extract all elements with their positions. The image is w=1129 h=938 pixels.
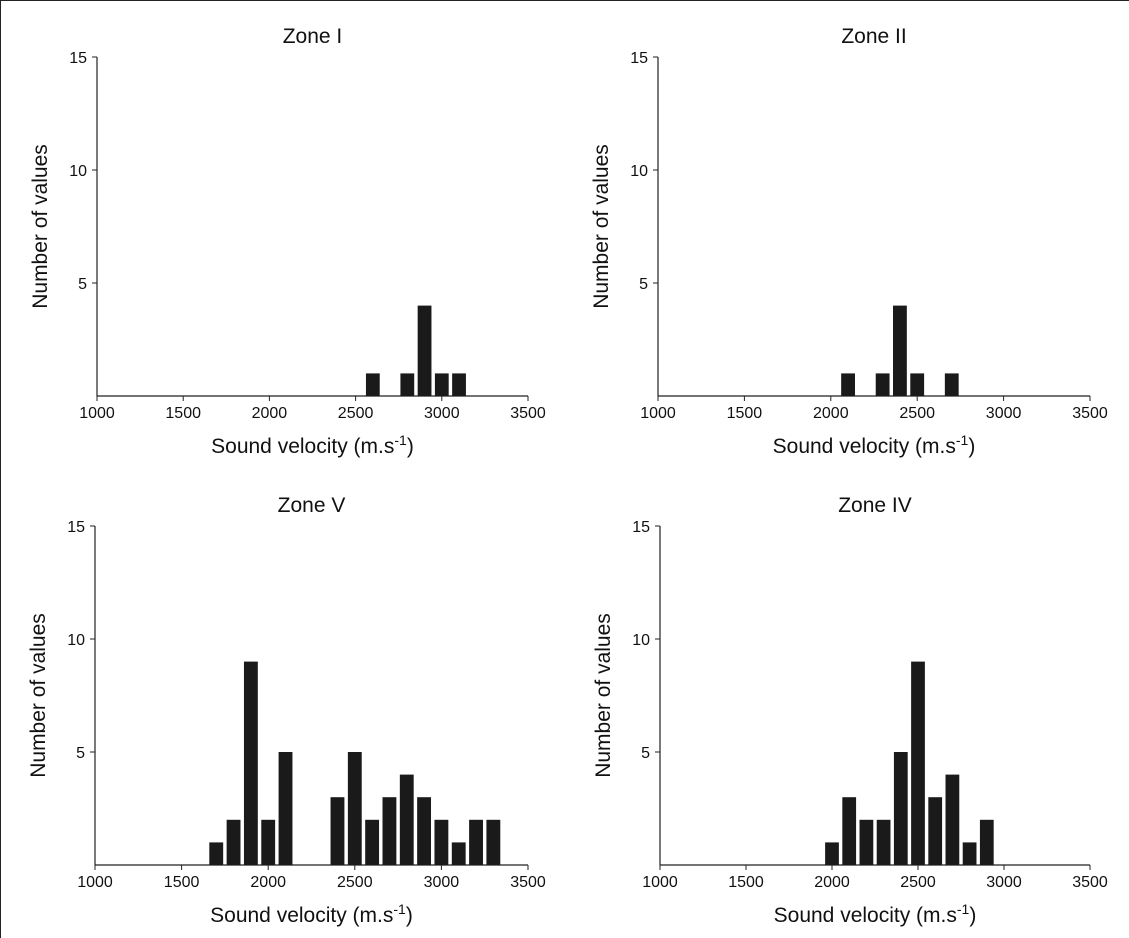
chart-title: Zone V bbox=[278, 494, 346, 517]
histogram-bar bbox=[944, 373, 959, 396]
y-tick-label: 15 bbox=[67, 519, 85, 536]
chart-panel-1: Zone I 5 10 15 1000 1500 2000 2500 3000 3500 Sound… bbox=[29, 25, 546, 458]
x-tick-label: 2000 bbox=[813, 405, 849, 422]
chart-title: Zone II bbox=[841, 25, 906, 48]
x-tick-label: 2500 bbox=[338, 405, 374, 422]
histogram-bar bbox=[842, 797, 857, 865]
histogram-bar bbox=[841, 373, 855, 396]
y-tick-label: 5 bbox=[641, 745, 650, 762]
histogram-bar bbox=[382, 797, 397, 865]
y-tick-label: 10 bbox=[630, 163, 648, 180]
histogram-bar bbox=[399, 774, 414, 865]
x-axis-label: Sound velocity (m.s-1) bbox=[211, 432, 414, 458]
y-tick-label: 10 bbox=[69, 163, 87, 180]
x-tick-label: 3500 bbox=[1072, 405, 1108, 422]
chart-title: Zone IV bbox=[838, 494, 912, 517]
histogram-bar bbox=[910, 373, 925, 396]
histogram-bar bbox=[365, 819, 380, 865]
histogram-bar bbox=[209, 842, 224, 865]
x-tick-label: 3500 bbox=[510, 874, 546, 891]
histogram-bar bbox=[417, 797, 432, 865]
histogram-bar bbox=[859, 819, 874, 865]
histogram-bar bbox=[226, 819, 241, 865]
x-tick-label: 2000 bbox=[250, 874, 286, 891]
chart-panel-3: Zone V 5 10 15 1000 1500 2000 2500 3000 3500 Sound… bbox=[27, 494, 546, 927]
y-axis-label: Number of values bbox=[27, 613, 50, 778]
histogram-bar bbox=[928, 797, 943, 865]
chart-panel-4: Zone IV 5 10 15 1000 1500 2000 2500 3000 3500 Soun… bbox=[592, 494, 1108, 927]
x-tick-label: 3000 bbox=[424, 874, 460, 891]
histogram-bar bbox=[469, 819, 483, 865]
y-tick-label: 10 bbox=[632, 632, 650, 649]
x-tick-label: 1000 bbox=[79, 405, 115, 422]
x-axis-label: Sound velocity (m.s-1) bbox=[210, 901, 413, 927]
histogram-bar bbox=[945, 774, 960, 865]
x-tick-label: 3500 bbox=[1072, 874, 1108, 891]
histogram-bar bbox=[243, 661, 258, 865]
histogram-bar bbox=[893, 305, 907, 396]
x-tick-label: 1500 bbox=[727, 405, 763, 422]
y-axis-label: Number of values bbox=[590, 144, 613, 309]
y-tick-label: 15 bbox=[630, 50, 648, 67]
y-axis-label: Number of values bbox=[29, 144, 52, 309]
y-tick-label: 5 bbox=[639, 276, 648, 293]
x-tick-label: 1500 bbox=[164, 874, 200, 891]
histogram-bar bbox=[875, 373, 890, 396]
histogram-bar bbox=[893, 752, 908, 865]
histogram-bar bbox=[486, 819, 501, 865]
x-axis-label: Sound velocity (m.s-1) bbox=[773, 432, 976, 458]
x-tick-label: 1000 bbox=[77, 874, 113, 891]
histogram-bar bbox=[400, 373, 415, 396]
histogram-bar bbox=[452, 373, 466, 396]
histogram-bar bbox=[451, 842, 466, 865]
histogram-bar bbox=[434, 819, 449, 865]
x-tick-label: 2000 bbox=[252, 405, 288, 422]
x-tick-label: 1000 bbox=[642, 874, 678, 891]
x-tick-label: 2500 bbox=[899, 405, 935, 422]
y-tick-label: 15 bbox=[632, 519, 650, 536]
x-tick-label: 3000 bbox=[424, 405, 460, 422]
histogram-bar bbox=[911, 661, 925, 865]
x-tick-label: 2500 bbox=[900, 874, 936, 891]
y-axis-label: Number of values bbox=[592, 613, 615, 778]
chart-panel-2: Zone II 5 10 15 1000 1500 2000 2500 3000 3500 Soun… bbox=[590, 25, 1108, 458]
histogram-bar bbox=[347, 752, 362, 865]
histogram-bar bbox=[278, 752, 293, 865]
histogram-bar bbox=[962, 842, 977, 865]
y-tick-label: 10 bbox=[67, 632, 85, 649]
x-tick-label: 3500 bbox=[510, 405, 546, 422]
y-tick-label: 5 bbox=[76, 745, 85, 762]
histogram-bar bbox=[979, 819, 994, 865]
histogram-bar bbox=[261, 819, 276, 865]
histogram-bar bbox=[365, 373, 380, 396]
histogram-bar bbox=[417, 305, 432, 396]
x-tick-label: 1500 bbox=[165, 405, 201, 422]
histogram-bar bbox=[330, 797, 345, 865]
x-tick-label: 1500 bbox=[728, 874, 764, 891]
x-tick-label: 1000 bbox=[640, 405, 676, 422]
x-axis-label: Sound velocity (m.s-1) bbox=[774, 901, 977, 927]
x-tick-label: 3000 bbox=[986, 405, 1022, 422]
x-tick-label: 2000 bbox=[814, 874, 850, 891]
chart-title: Zone I bbox=[283, 25, 343, 48]
y-tick-label: 5 bbox=[78, 276, 87, 293]
x-tick-label: 3000 bbox=[986, 874, 1022, 891]
histogram-bar bbox=[876, 819, 891, 865]
x-tick-label: 2500 bbox=[337, 874, 373, 891]
histogram-bar bbox=[434, 373, 449, 396]
histogram-bar bbox=[825, 842, 839, 865]
y-tick-label: 15 bbox=[69, 50, 87, 67]
